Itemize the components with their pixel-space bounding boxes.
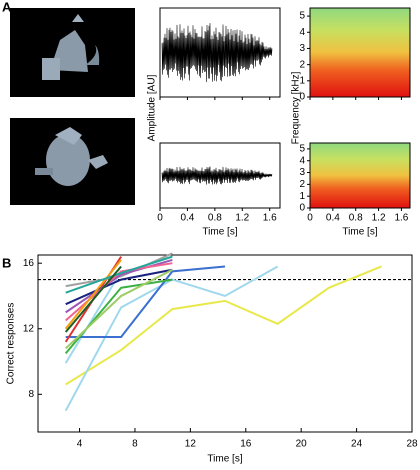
series-line [65,265,382,386]
y-tick-label: 2 [299,179,305,190]
line-chart: 8 12 16 4 8 12 16 20 24 28 Correct responses Time [… [6,252,418,465]
x-axis-label: Time [s] [207,454,242,465]
panel-label: A [2,0,12,14]
series-line [65,262,173,322]
x-tick-label: 12 [185,439,197,450]
x-tick-label: 0.8 [208,213,222,224]
x-tick-label: 0 [307,213,313,224]
y-tick-label: 0 [299,92,305,103]
object-image [10,118,135,205]
y-tick-label: 8 [28,389,34,400]
x-axis-label: Time [s] [342,227,377,238]
series-line [65,252,173,288]
x-tick-label: 4 [77,439,83,450]
y-tick-label: 1 [299,75,305,86]
x-tick-label: 28 [406,439,418,450]
y-axis-label: Frequency [kHz] [291,71,302,144]
y-tick-label: 12 [23,323,35,334]
waveform-panel: 0 0.4 0.8 1.2 1.6 Amplitude [AU] Time [s] [147,7,281,238]
y-tick-label: 5 [299,11,305,22]
x-axis-label: Time [s] [202,227,237,238]
frame [37,254,413,433]
x-tick-label: 24 [351,439,363,450]
waveform [161,23,273,83]
panel-label: B [2,255,11,270]
frame [159,142,281,209]
frame [309,142,411,209]
y-tick-label: 1 [299,191,305,202]
y-tick-label: 2 [299,59,305,70]
series-line [65,258,173,314]
x-tick-label: 8 [132,439,138,450]
x-tick-label: 1.2 [235,213,249,224]
series-line [65,268,173,350]
frame [159,7,281,98]
x-tick-label: 1.2 [372,213,386,224]
series-line [65,255,173,294]
y-tick-label: 5 [299,144,305,155]
series-line [64,270,122,364]
series-line [64,265,122,333]
y-tick-label: 4 [299,155,305,166]
object-image [10,8,135,97]
series-line [64,259,122,330]
x-tick-label: 1.6 [263,213,277,224]
series-line [64,265,279,412]
spectrogram [309,7,411,98]
series-line [65,265,226,338]
x-tick-label: 1.6 [394,213,408,224]
x-tick-label: 0.4 [180,213,194,224]
y-tick-label: 16 [23,258,35,269]
frame [309,7,411,98]
spectrogram [309,142,411,209]
series-line [65,268,173,306]
y-tick-label: 3 [299,167,305,178]
y-tick-label: 3 [299,43,305,54]
x-tick-label: 0.4 [326,213,340,224]
waveform [161,166,273,185]
y-axis-label: Amplitude [AU] [147,74,158,141]
y-axis-label: Correct responses [6,303,17,385]
y-tick-label: 0 [299,203,305,214]
x-tick-label: 20 [296,439,308,450]
x-tick-label: 16 [240,439,252,450]
y-tick-label: 4 [299,27,305,38]
x-tick-label: 0.8 [349,213,363,224]
x-tick-label: 0 [157,213,163,224]
